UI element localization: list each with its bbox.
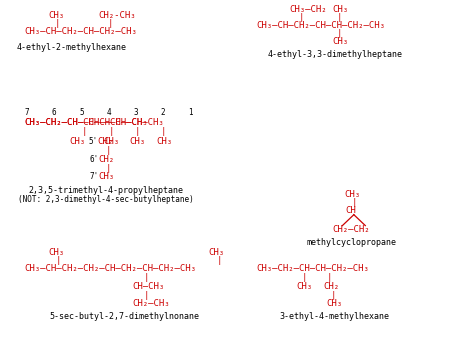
Text: |: | [106,146,111,155]
Text: CH: CH [345,206,356,215]
Text: 3-ethyl-4-methylhexane: 3-ethyl-4-methylhexane [280,312,390,321]
Text: CH₃–CH–CH₂–CH–CH–CH₂–CH₃: CH₃–CH–CH₂–CH–CH–CH₂–CH₃ [256,21,385,30]
Text: (NOT: 2,3-dimethyl-4-sec-butylheptane): (NOT: 2,3-dimethyl-4-sec-butylheptane) [18,195,193,204]
Text: |: | [108,127,114,136]
Text: CH₃–CH–CH₂–CH₂–CH–CH₂–CH–CH₂–CH₃: CH₃–CH–CH₂–CH₂–CH–CH₂–CH–CH₂–CH₃ [24,264,196,273]
Text: 1: 1 [188,108,192,117]
Text: |: | [352,198,357,207]
Text: |: | [161,127,166,136]
Text: |: | [301,273,307,282]
Text: |: | [331,290,336,300]
Text: CH₂: CH₂ [323,282,340,290]
Text: CH₃: CH₃ [129,137,146,146]
Text: CH₃: CH₃ [209,248,225,257]
Text: CH₃: CH₃ [333,36,349,46]
Text: CH₃–CH₂–CH–CH–CH₂–CH₃: CH₃–CH₂–CH–CH–CH₂–CH₃ [256,264,369,273]
Text: methylcyclopropane: methylcyclopropane [307,238,397,247]
Text: 5: 5 [80,108,85,117]
Text: 5': 5' [88,137,98,146]
Text: CH₃: CH₃ [332,5,348,14]
Text: CH₃: CH₃ [69,137,85,146]
Text: CH₃: CH₃ [156,137,172,146]
Text: CH₃: CH₃ [344,190,361,199]
Text: CH₂–CH₃: CH₂–CH₃ [132,300,170,308]
Text: CH–CH₃: CH–CH₃ [132,282,164,290]
Text: 4: 4 [106,108,111,117]
Text: |: | [82,127,87,136]
Text: CH₃–CH₂: CH₃–CH₂ [290,5,327,14]
Text: |: | [298,13,304,22]
Text: CH₃–CH₂–CH–CH–CH–CH–CH₃: CH₃–CH₂–CH–CH–CH–CH–CH₃ [24,118,148,127]
Text: |: | [107,19,113,28]
Text: |: | [55,19,60,28]
Text: CH₂: CH₂ [99,155,115,164]
Text: |: | [106,163,111,173]
Text: 3: 3 [133,108,138,117]
Text: |: | [337,29,342,38]
Text: 5-sec-butyl-2,7-dimethylnonane: 5-sec-butyl-2,7-dimethylnonane [50,312,199,321]
Text: 7: 7 [24,108,29,117]
Text: CH₃: CH₃ [48,11,64,20]
Text: CH₃–CH₂–CH––CH––CH––CH–CH₃: CH₃–CH₂–CH––CH––CH––CH–CH₃ [24,118,164,127]
Text: CH₃: CH₃ [48,248,64,257]
Text: |: | [144,273,149,282]
Text: |: | [144,290,149,300]
Text: 2: 2 [161,108,165,117]
Text: 4-ethyl-3,3-dimethylheptane: 4-ethyl-3,3-dimethylheptane [267,50,402,60]
Text: 4-ethyl-2-methylhexane: 4-ethyl-2-methylhexane [17,42,127,51]
Text: |: | [216,256,222,265]
Text: |: | [134,127,140,136]
Text: CH₃: CH₃ [99,173,115,182]
Text: CH₂-CH₃: CH₂-CH₃ [99,11,136,20]
Text: |: | [56,256,61,265]
Text: 2,3,5-trimethyl-4-propylheptane: 2,3,5-trimethyl-4-propylheptane [28,186,183,195]
Text: 6': 6' [89,155,99,164]
Text: 7': 7' [89,173,99,182]
Text: CH₃: CH₃ [297,282,313,290]
Text: |: | [337,13,342,22]
Text: |: | [327,273,333,282]
Text: CH₂–CH₂: CH₂–CH₂ [332,225,369,234]
Text: 6: 6 [52,108,57,117]
Text: CH₃–CH–CH₂–CH–CH₂–CH₃: CH₃–CH–CH₂–CH–CH₂–CH₃ [24,27,137,36]
Text: CH₂: CH₂ [98,137,114,146]
Text: CH₃: CH₃ [326,300,342,308]
Text: CH₃: CH₃ [104,137,120,146]
